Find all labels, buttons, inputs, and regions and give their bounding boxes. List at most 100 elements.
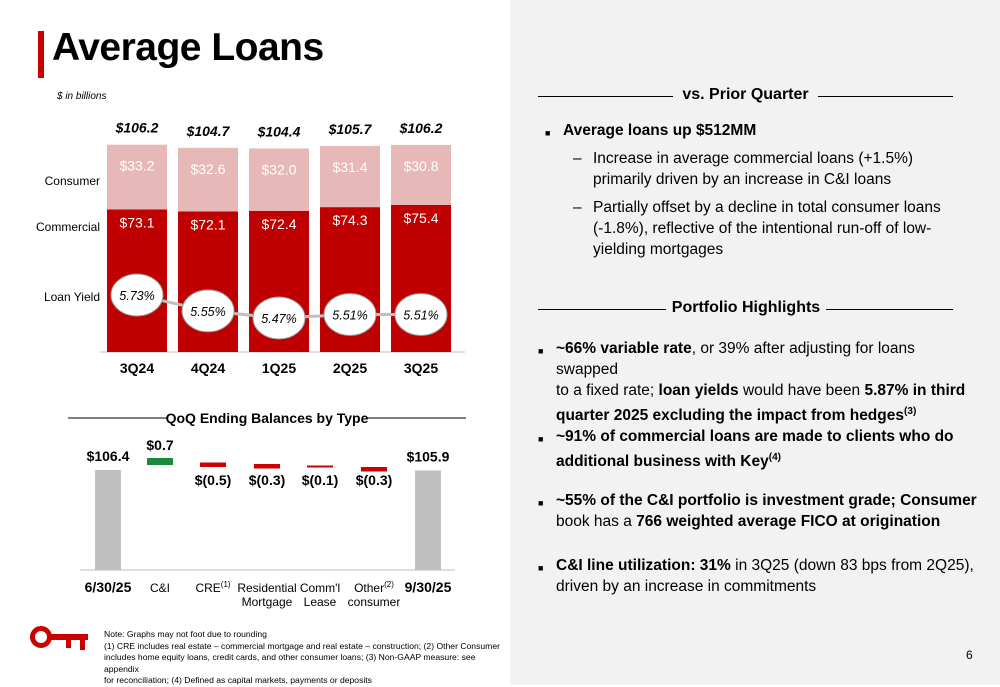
footnote-line: Note: Graphs may not foot due to roundin…: [104, 629, 267, 639]
units-note: $ in billions: [57, 91, 107, 102]
divider-left: [538, 309, 666, 310]
data-label: $(0.1): [302, 472, 339, 488]
x-tick-label: 9/30/25: [405, 579, 452, 595]
loan-yield-marker: [181, 289, 235, 333]
data-label-commercial: $73.1: [119, 214, 154, 230]
x-tick-label: Other(2): [354, 580, 394, 595]
average-loans-chart: Consumer Commercial Loan Yield $33.2 $73.1 $1…: [36, 120, 465, 376]
loan-yield-marker: [394, 292, 448, 336]
title-accent-bar: [38, 31, 44, 78]
bullet-marker: ■: [538, 434, 544, 444]
sub-2-line-2: (-1.8%), reflective of the intentional r…: [593, 220, 932, 237]
x-tick-label: 6/30/25: [85, 579, 132, 595]
x-tick-footnote: (2): [384, 580, 394, 589]
data-label: $105.9: [407, 448, 450, 464]
hl1-text-2: to a fixed rate;: [556, 382, 659, 399]
bullet-marker: ■: [538, 346, 544, 356]
hl4-line-2: driven by an increase in commitments: [556, 578, 817, 595]
sub-1-line-2: primarily driven by an increase in C&I l…: [593, 171, 892, 188]
data-label-loan-yield: 5.51%: [332, 308, 367, 322]
hl1-text-1: , or 39% after adjusting for loans swapp…: [556, 340, 915, 378]
data-label-loan-yield: 5.51%: [403, 308, 438, 322]
data-label-loan-yield: 5.55%: [190, 305, 225, 319]
data-label-total: $105.7: [328, 121, 373, 137]
hl2-line-1: ~91% of commercial loans are made to cli…: [556, 428, 954, 445]
data-label-commercial: $72.1: [190, 216, 225, 232]
legend-label-loan-yield: Loan Yield: [44, 290, 100, 304]
waterfall-end-bar: [95, 470, 121, 570]
bullet-text: Average loans up $512MM: [563, 122, 757, 139]
hl3-line-1: ~55% of the C&I portfolio is investment …: [556, 492, 977, 509]
waterfall-delta-bar: [200, 462, 226, 467]
data-label-consumer: $32.6: [190, 161, 225, 177]
key-logo-icon: [30, 626, 88, 650]
x-tick-label: 3Q24: [120, 360, 154, 376]
loan-yield-marker: [323, 292, 377, 336]
data-label: $106.4: [87, 448, 130, 464]
footnote-line: (1) CRE includes real estate – commercia…: [104, 640, 500, 651]
footnotes: Note: Graphs may not foot due to roundin…: [104, 629, 504, 687]
prior-quarter-heading: vs. Prior Quarter: [682, 86, 809, 103]
divider-left: [538, 96, 673, 97]
page-title: Average Loans: [52, 26, 324, 69]
bar-consumer: [178, 147, 238, 212]
bullet-marker: ■: [545, 128, 551, 138]
hl1-footnote: (3): [904, 406, 917, 417]
x-tick-label: Residential: [237, 581, 296, 595]
page-number: 6: [966, 648, 973, 662]
loan-yield-marker: [110, 273, 164, 317]
divider-right: [818, 96, 953, 97]
x-tick-label: C&I: [150, 581, 170, 595]
hl1-text-4: quarter 2025 excluding the impact from h…: [556, 407, 904, 425]
x-tick-label: 4Q24: [191, 360, 225, 376]
data-label: $(0.5): [195, 472, 232, 488]
bar-consumer: [107, 144, 167, 210]
waterfall-end-bar: [415, 470, 441, 570]
chart-title: QoQ Ending Balances by Type: [166, 410, 369, 426]
x-tick-label: 1Q25: [262, 360, 296, 376]
data-label-total: $106.2: [115, 120, 159, 136]
x-tick-label: 3Q25: [404, 360, 438, 376]
qoq-waterfall-chart: QoQ Ending Balances by Type $106.4 6/30/25…: [68, 410, 466, 609]
waterfall-delta-bar: [254, 464, 280, 469]
data-label-consumer: $30.8: [403, 158, 438, 174]
data-label-consumer: $32.0: [261, 161, 296, 177]
bar-consumer: [249, 148, 309, 211]
waterfall-delta-bar: [361, 467, 387, 472]
data-label-commercial: $72.4: [261, 216, 296, 232]
footnote-line: for reconciliation; (4) Defined as capit…: [104, 675, 372, 686]
data-label: $0.7: [146, 437, 173, 453]
divider-right: [826, 309, 953, 310]
waterfall-delta-bar: [307, 465, 333, 468]
data-label-consumer: $33.2: [119, 158, 154, 174]
sub-2-line-3: yielding mortgages: [593, 241, 724, 258]
hl2-footnote: (4): [768, 452, 782, 463]
bullet-marker: ■: [538, 498, 544, 508]
x-tick-label: Comm'l: [300, 581, 340, 595]
sub-2-line-1: Partially offset by a decline in total c…: [593, 199, 941, 216]
x-tick-label: 2Q25: [333, 360, 367, 376]
dash-marker: –: [573, 199, 582, 216]
hl1-bold-1: ~66% variable rate: [556, 340, 692, 357]
loan-yield-marker: [252, 296, 306, 340]
hl4-bold: C&I line utilization: 31%: [556, 557, 731, 574]
data-label: $(0.3): [249, 472, 286, 488]
x-tick-label: consumer: [348, 595, 401, 609]
highlights-heading: Portfolio Highlights: [671, 299, 821, 316]
hl3-text: book has a: [556, 513, 637, 530]
bar-consumer: [391, 144, 451, 205]
hl2-line-2: additional business with Key: [556, 453, 769, 471]
dash-marker: –: [573, 150, 582, 167]
data-label-total: $104.7: [186, 123, 231, 139]
data-label-commercial: $75.4: [403, 210, 438, 226]
x-tick-footnote: (1): [221, 580, 231, 589]
data-label-loan-yield: 5.47%: [261, 312, 296, 326]
data-label: $(0.3): [356, 472, 393, 488]
sub-1-line-1: Increase in average commercial loans (+1…: [593, 150, 914, 167]
data-label-loan-yield: 5.73%: [119, 289, 154, 303]
legend-label-consumer: Consumer: [45, 174, 100, 188]
footnote-line: includes home equity loans, credit cards…: [104, 652, 476, 674]
hl1-bold-2: loan yields: [658, 382, 739, 399]
x-tick-label: Mortgage: [242, 595, 293, 609]
right-panel: [510, 0, 1000, 685]
